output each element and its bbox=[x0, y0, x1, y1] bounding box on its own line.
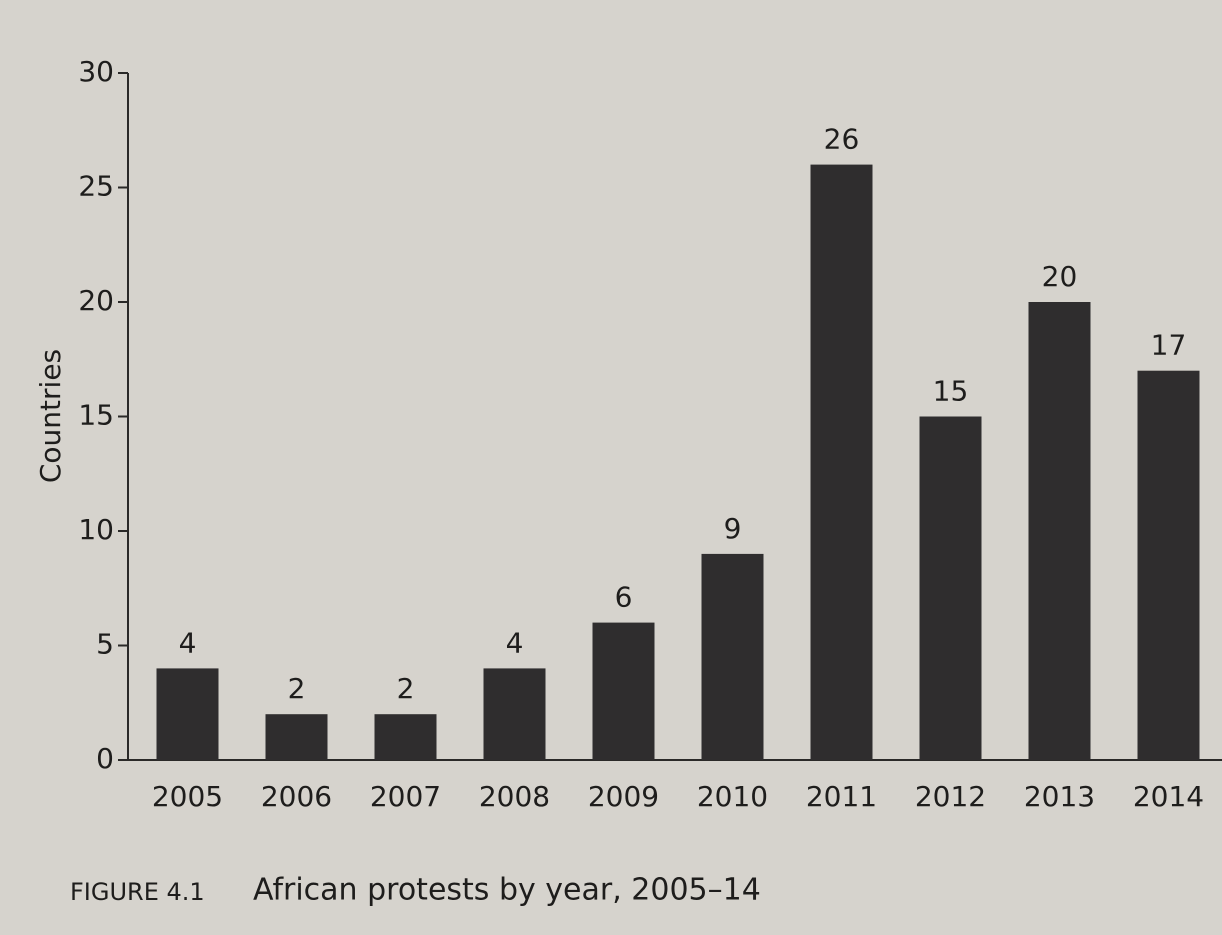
y-tick-label: 10 bbox=[78, 513, 114, 546]
data-label: 20 bbox=[1042, 260, 1078, 293]
bar bbox=[920, 417, 982, 761]
bar bbox=[375, 714, 437, 760]
bar bbox=[157, 668, 219, 760]
bar bbox=[593, 623, 655, 760]
data-label: 26 bbox=[824, 123, 860, 156]
x-tick-label: 2008 bbox=[479, 780, 550, 813]
data-label: 4 bbox=[506, 626, 524, 659]
y-tick-label: 25 bbox=[78, 170, 114, 203]
caption: African protests by year, 2005–14 bbox=[253, 873, 761, 908]
y-tick-label: 0 bbox=[96, 742, 114, 775]
data-label: 2 bbox=[288, 672, 306, 705]
y-tick-label: 15 bbox=[78, 399, 114, 432]
figure-label: FIGURE 4.1 bbox=[70, 878, 205, 906]
x-tick-label: 2011 bbox=[806, 780, 877, 813]
x-tick-label: 2010 bbox=[697, 780, 768, 813]
x-tick-label: 2007 bbox=[370, 780, 441, 813]
bar bbox=[702, 554, 764, 760]
data-label: 2 bbox=[397, 672, 415, 705]
bar bbox=[1029, 302, 1091, 760]
y-tick-label: 30 bbox=[78, 55, 114, 88]
bar bbox=[811, 165, 873, 760]
data-label: 17 bbox=[1151, 329, 1187, 362]
bar bbox=[266, 714, 328, 760]
x-tick-label: 2012 bbox=[915, 780, 986, 813]
data-label: 9 bbox=[724, 512, 742, 545]
x-tick-label: 2006 bbox=[261, 780, 332, 813]
chart: Countries FIGURE 4.1 African protests by… bbox=[0, 0, 1222, 935]
x-tick-label: 2013 bbox=[1024, 780, 1095, 813]
bar bbox=[1138, 371, 1200, 760]
data-label: 6 bbox=[615, 581, 633, 614]
y-tick-label: 20 bbox=[78, 284, 114, 317]
data-label: 15 bbox=[933, 375, 969, 408]
data-label: 4 bbox=[179, 626, 197, 659]
x-tick-label: 2014 bbox=[1133, 780, 1204, 813]
x-tick-label: 2009 bbox=[588, 780, 659, 813]
y-tick-label: 5 bbox=[96, 628, 114, 661]
x-tick-label: 2005 bbox=[152, 780, 223, 813]
bar bbox=[484, 668, 546, 760]
y-axis-label: Countries bbox=[34, 349, 67, 483]
